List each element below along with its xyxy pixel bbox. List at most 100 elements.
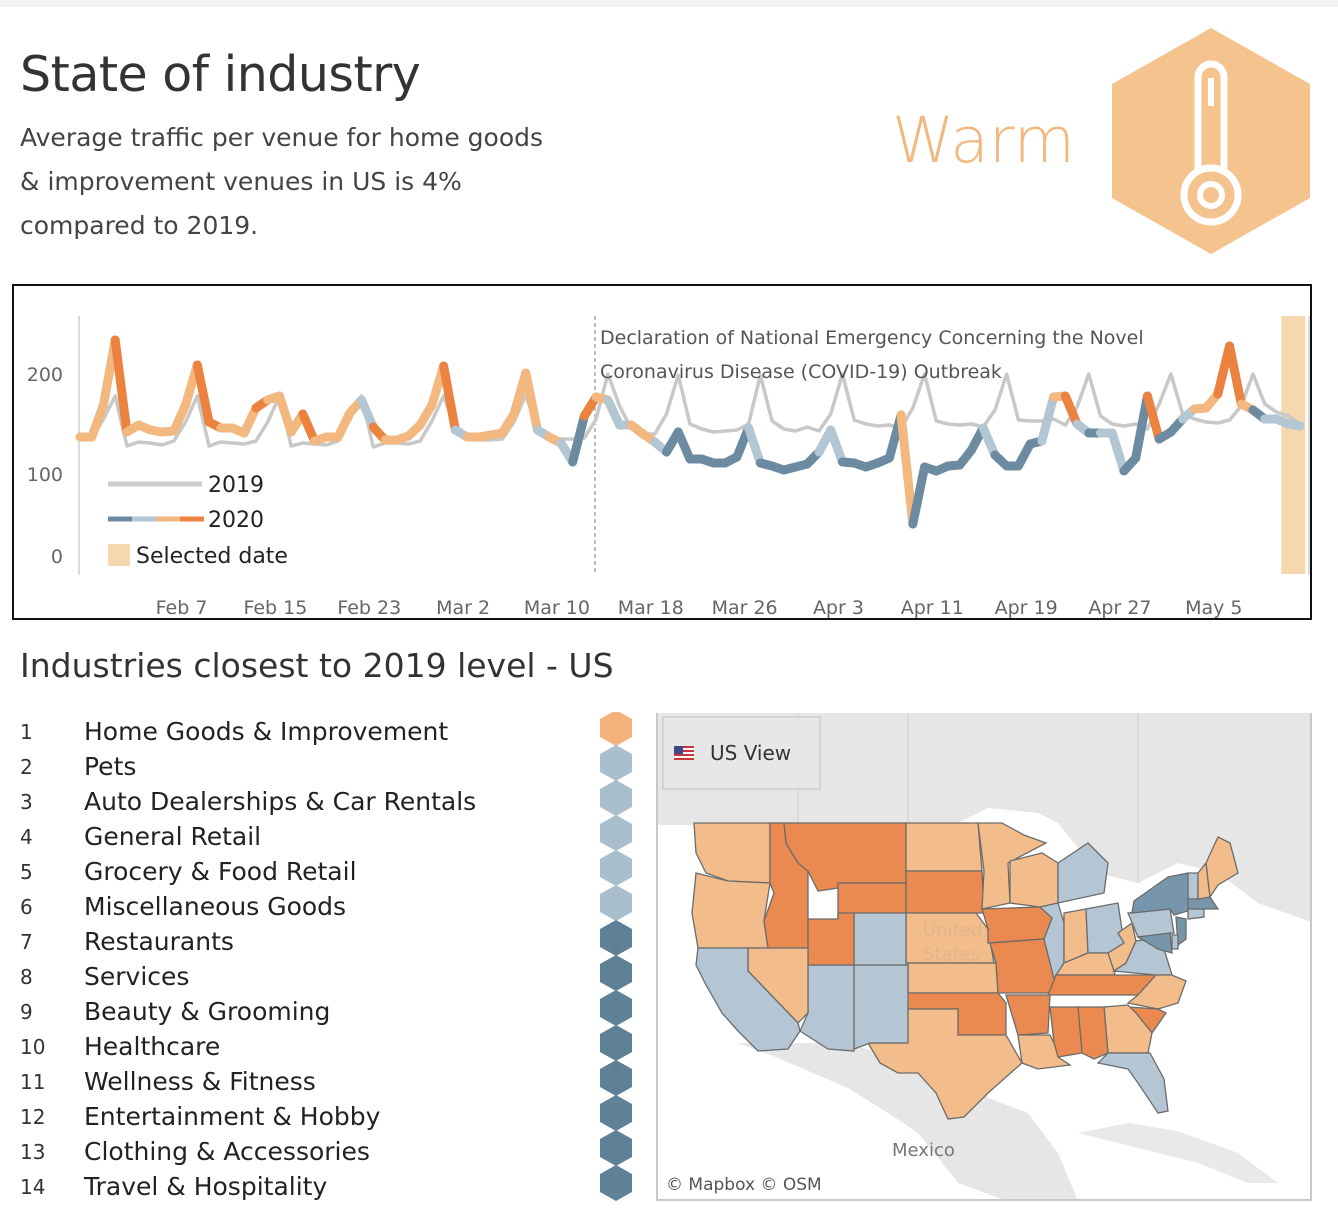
industry-list-item[interactable]: 2 Pets xyxy=(20,749,580,784)
us-view-button[interactable]: US View xyxy=(662,716,821,790)
us-state-map[interactable]: United States Mexico US View © Mapbox © … xyxy=(656,713,1312,1201)
mexico-landmass xyxy=(738,1043,1078,1199)
industry-rank: 8 xyxy=(20,964,33,989)
industry-status-hexagon[interactable] xyxy=(600,712,632,746)
industry-status-hexagon[interactable] xyxy=(600,1095,632,1131)
x-tick-label: Apr 11 xyxy=(901,597,964,618)
state-oh[interactable] xyxy=(1085,902,1125,954)
industry-status-hexagon[interactable] xyxy=(600,1025,632,1061)
industry-name: General Retail xyxy=(84,822,262,851)
industry-list-item[interactable]: 11 Wellness & Fitness xyxy=(20,1064,580,1099)
state-nd[interactable] xyxy=(905,822,983,872)
series-segment-2020[interactable] xyxy=(1131,391,1152,463)
industry-list-item[interactable]: 9 Beauty & Grooming xyxy=(20,994,580,1029)
state-ct[interactable] xyxy=(1187,908,1205,920)
series-segment-2020[interactable] xyxy=(1283,419,1305,431)
industry-list-item[interactable]: 13 Clothing & Accessories xyxy=(20,1134,580,1169)
series-segment-2020[interactable] xyxy=(1142,391,1164,444)
state-md[interactable] xyxy=(1136,932,1173,954)
industry-list-item[interactable]: 1 Home Goods & Improvement xyxy=(20,714,580,749)
series-segment-2020[interactable] xyxy=(673,427,695,464)
state-ca[interactable] xyxy=(695,947,801,1052)
state-la[interactable] xyxy=(1017,1034,1072,1070)
state-al[interactable] xyxy=(1077,1006,1109,1060)
series-segment-2020[interactable] xyxy=(239,403,261,438)
series-segment-2020[interactable] xyxy=(439,361,460,435)
series-segment-2020[interactable] xyxy=(169,400,191,436)
industry-list-item[interactable]: 7 Restaurants xyxy=(20,924,580,959)
state-co[interactable] xyxy=(853,912,907,966)
state-sd[interactable] xyxy=(905,870,985,914)
state-ut[interactable] xyxy=(807,912,855,966)
state-ny[interactable] xyxy=(1131,872,1195,916)
industry-list-item[interactable]: 8 Services xyxy=(20,959,580,994)
industry-status-hexagon[interactable] xyxy=(600,1130,632,1166)
industry-list-item[interactable]: 12 Entertainment & Hobby xyxy=(20,1099,580,1134)
state-or[interactable] xyxy=(691,872,771,949)
series-segment-2020[interactable] xyxy=(744,423,765,468)
series-segment-2020[interactable] xyxy=(357,395,378,432)
series-segment-2020[interactable] xyxy=(603,395,625,430)
state-choropleth[interactable] xyxy=(658,713,1312,1201)
series-segment-2020[interactable] xyxy=(110,335,132,437)
series-segment-2020[interactable] xyxy=(521,368,542,435)
industry-list-item[interactable]: 5 Grocery & Food Retail xyxy=(20,854,580,889)
state-ar[interactable] xyxy=(1005,994,1051,1036)
state-ks[interactable] xyxy=(907,962,999,994)
series-segment-2020[interactable] xyxy=(908,462,930,529)
state-mn[interactable] xyxy=(977,822,1048,910)
legend-swatch-selected xyxy=(108,544,130,566)
industry-name: Clothing & Accessories xyxy=(84,1137,370,1166)
industry-status-hexagon[interactable] xyxy=(600,815,632,851)
industry-ranking-list: 1 Home Goods & Improvement 2 Pets 3 Auto Deal… xyxy=(20,714,580,1204)
summary-line: compared to 2019. xyxy=(20,211,259,240)
state-ms[interactable] xyxy=(1049,1006,1083,1058)
state-de[interactable] xyxy=(1171,934,1179,950)
industry-status-hexagon[interactable] xyxy=(600,1165,632,1201)
series-segment-2020[interactable] xyxy=(896,410,918,529)
series-segment-2020[interactable] xyxy=(1060,391,1082,429)
state-mi[interactable] xyxy=(1057,842,1109,904)
series-segment-2020[interactable] xyxy=(1225,341,1246,409)
industry-status-hexagon[interactable] xyxy=(600,1060,632,1096)
industry-list-item[interactable]: 10 Healthcare xyxy=(20,1029,580,1064)
industry-status-hexagon[interactable] xyxy=(600,850,632,886)
state-tn[interactable] xyxy=(1047,974,1158,996)
industry-list-item[interactable]: 3 Auto Dealerships & Car Rentals xyxy=(20,784,580,819)
industry-name: Restaurants xyxy=(84,927,234,956)
industry-name: Healthcare xyxy=(84,1032,221,1061)
country-label-mexico: Mexico xyxy=(892,1140,955,1161)
state-wi[interactable] xyxy=(1009,852,1059,908)
selected-date-band[interactable] xyxy=(1281,316,1306,574)
industry-status-hexagon[interactable] xyxy=(600,955,632,991)
series-segment-2020[interactable] xyxy=(1107,428,1129,476)
series-segment-2020[interactable] xyxy=(568,411,589,467)
series-segment-2020[interactable] xyxy=(87,400,108,442)
series-segment-2020[interactable] xyxy=(826,425,847,467)
map-attribution[interactable]: © Mapbox © OSM xyxy=(666,1175,822,1195)
series-segment-2020[interactable] xyxy=(1037,392,1059,446)
industry-status-hexagon[interactable] xyxy=(600,885,632,921)
series-segment-2020[interactable] xyxy=(274,391,296,437)
state-nc[interactable] xyxy=(1126,974,1187,1010)
industry-list-item[interactable]: 4 General Retail xyxy=(20,819,580,854)
top-strip xyxy=(0,0,1338,7)
status-label: Warm xyxy=(892,104,1076,177)
series-segment-2020[interactable] xyxy=(298,409,320,446)
industry-name: Services xyxy=(84,962,190,991)
state-ia[interactable] xyxy=(981,906,1053,944)
thermometer-icon xyxy=(1112,28,1310,254)
state-vt[interactable] xyxy=(1187,872,1199,900)
state-nm[interactable] xyxy=(853,964,909,1050)
industry-status-hexagon[interactable] xyxy=(600,745,632,781)
industry-status-hexagon[interactable] xyxy=(600,780,632,816)
industry-list-item[interactable]: 6 Miscellaneous Goods xyxy=(20,889,580,924)
series-segment-2020[interactable] xyxy=(978,423,1000,460)
cuba-landmass xyxy=(1078,1123,1278,1183)
industry-status-hexagon[interactable] xyxy=(600,920,632,956)
industry-status-hexagon[interactable] xyxy=(600,990,632,1026)
series-segment-2020[interactable] xyxy=(192,360,214,427)
state-me[interactable] xyxy=(1205,836,1239,899)
industry-list-item[interactable]: 14 Travel & Hospitality xyxy=(20,1169,580,1204)
state-fl[interactable] xyxy=(1096,1052,1169,1114)
